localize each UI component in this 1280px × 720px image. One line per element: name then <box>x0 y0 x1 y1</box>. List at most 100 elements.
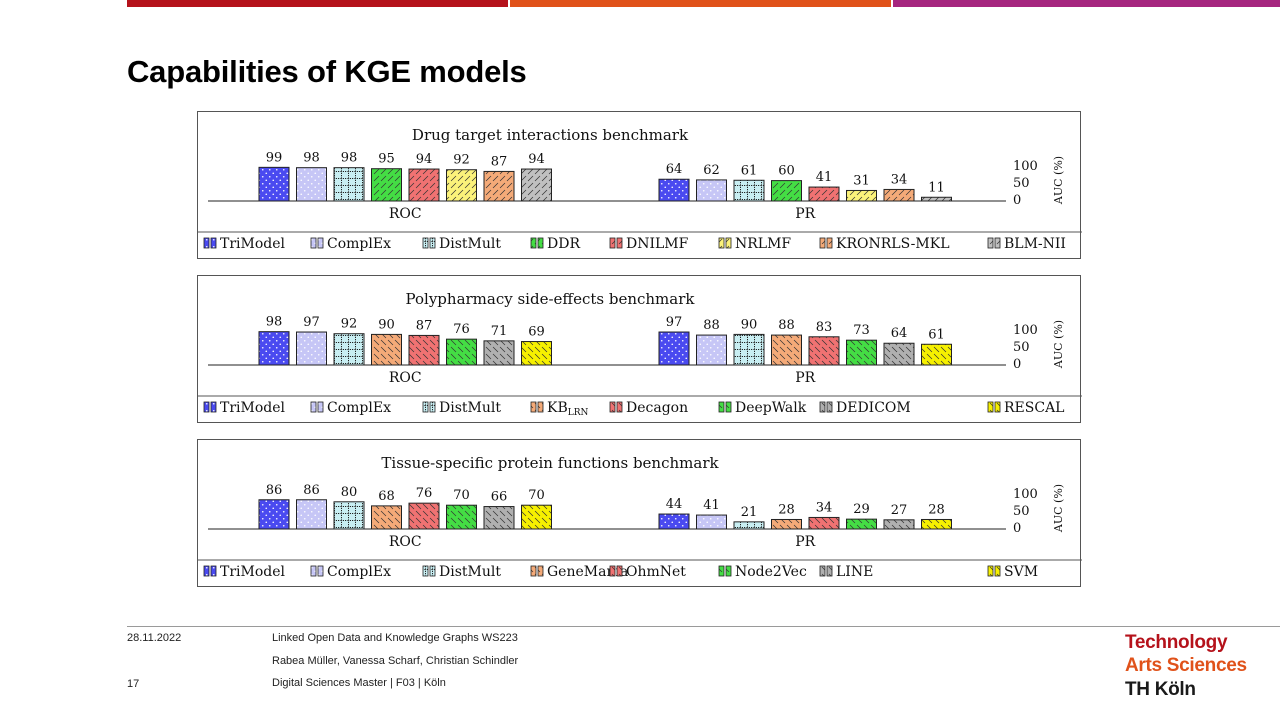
group-label: ROC <box>389 534 422 550</box>
bar <box>258 499 290 530</box>
chart-tissue-protein: Tissue-specific protein functions benchm… <box>197 439 1082 587</box>
group-label: PR <box>795 370 815 386</box>
legend-swatch <box>819 401 826 413</box>
bar-value-label: 88 <box>703 318 720 333</box>
chart-polypharmacy: Polypharmacy side-effects benchmark 98 97 9… <box>197 275 1082 423</box>
bar <box>921 343 952 366</box>
bar-value-label: 34 <box>891 172 908 187</box>
legend-swatch <box>819 237 826 249</box>
legend-swatch <box>210 401 217 413</box>
bar <box>696 334 727 366</box>
legend-label: TriModel <box>220 564 286 580</box>
legend-swatch <box>616 237 623 249</box>
bar <box>483 506 515 530</box>
bar <box>296 331 327 366</box>
bar-value-label: 76 <box>453 322 470 337</box>
legend-swatch <box>530 565 537 577</box>
bar <box>883 188 915 202</box>
chart-svg: Tissue-specific protein functions benchm… <box>198 454 1082 580</box>
legend-swatch <box>317 237 324 249</box>
y-axis-label: AUC (%) <box>1052 156 1065 205</box>
slide-title: Capabilities of KGE models <box>127 54 527 89</box>
legend-swatch <box>317 565 324 577</box>
legend-swatch <box>616 565 623 577</box>
bar <box>333 333 365 366</box>
bar <box>846 339 877 366</box>
bar <box>921 518 952 530</box>
bar-value-label: 86 <box>266 483 283 498</box>
footer-divider <box>127 626 1280 627</box>
bar-value-label: 99 <box>266 150 283 165</box>
legend-swatch <box>422 237 429 249</box>
bar-value-label: 94 <box>528 152 545 167</box>
chart-title: Polypharmacy side-effects benchmark <box>406 290 696 308</box>
legend-swatch <box>994 565 1001 577</box>
bar <box>883 342 915 366</box>
bar <box>808 336 840 366</box>
y-tick-label: 0 <box>1013 193 1021 208</box>
bar <box>658 513 690 530</box>
bar-value-label: 70 <box>453 488 470 503</box>
legend-swatch <box>725 401 732 413</box>
legend-label: KRONRLS-MKL <box>836 236 950 252</box>
footer-page-number: 17 <box>127 678 140 690</box>
legend-swatch <box>725 565 732 577</box>
y-tick-label: 0 <box>1013 357 1021 372</box>
bar-value-label: 62 <box>703 163 720 178</box>
legend-swatch <box>203 401 210 413</box>
bar-value-label: 60 <box>778 164 795 179</box>
legend-swatch <box>537 237 544 249</box>
bar-value-label: 87 <box>491 154 508 169</box>
legend-label: GeneMania <box>547 564 628 580</box>
bar <box>296 499 327 530</box>
legend-swatch <box>429 237 436 249</box>
chart-drug-target: Drug target interactions benchmark 99 98 98… <box>197 111 1082 259</box>
bar-value-label: 41 <box>703 498 720 513</box>
bar <box>733 521 765 530</box>
legend-swatch <box>429 565 436 577</box>
bar-value-label: 11 <box>928 180 945 195</box>
legend-swatch <box>310 237 317 249</box>
bar-value-label: 86 <box>303 483 320 498</box>
legend-label: KBLRN <box>547 400 589 418</box>
legend-label: DistMult <box>439 400 501 416</box>
bar <box>258 331 290 366</box>
legend-swatch <box>530 237 537 249</box>
bar-value-label: 31 <box>853 173 870 188</box>
chart-title: Drug target interactions benchmark <box>412 126 689 144</box>
legend-label: NRLMF <box>735 236 791 252</box>
legend-swatch <box>725 237 732 249</box>
top-bar-orange <box>510 0 891 7</box>
bar <box>521 504 552 530</box>
bar-value-label: 80 <box>341 485 358 500</box>
legend-label: Decagon <box>626 400 688 416</box>
footer-authors: Rabea Müller, Vanessa Scharf, Christian … <box>272 655 519 667</box>
bar-value-label: 97 <box>303 315 320 330</box>
bar <box>521 168 552 202</box>
bar-value-label: 41 <box>816 170 833 185</box>
legend-label: BLM-NII <box>1004 236 1066 252</box>
y-tick-label: 100 <box>1013 487 1038 502</box>
footer-course: Linked Open Data and Knowledge Graphs WS… <box>272 632 518 644</box>
y-axis-label: AUC (%) <box>1052 320 1065 369</box>
bar <box>696 514 727 530</box>
legend-label: LINE <box>836 564 873 580</box>
legend-label: DeepWalk <box>735 400 807 416</box>
bar-value-label: 61 <box>741 163 758 178</box>
group-label: ROC <box>389 370 422 386</box>
bar-value-label: 88 <box>778 318 795 333</box>
bar-value-label: 64 <box>666 162 683 177</box>
bar-value-label: 76 <box>416 486 433 501</box>
bar-value-label: 28 <box>928 502 945 517</box>
footer-program: Digital Sciences Master | F03 | Köln <box>272 677 446 689</box>
bar-value-label: 97 <box>666 315 683 330</box>
legend-swatch <box>609 237 616 249</box>
bar <box>696 179 727 202</box>
bar <box>733 179 765 202</box>
bar <box>258 166 290 202</box>
legend-label: DistMult <box>439 564 501 580</box>
legend-label: DistMult <box>439 236 501 252</box>
legend-swatch <box>987 401 994 413</box>
legend-swatch <box>718 237 725 249</box>
legend-swatch <box>530 401 537 413</box>
